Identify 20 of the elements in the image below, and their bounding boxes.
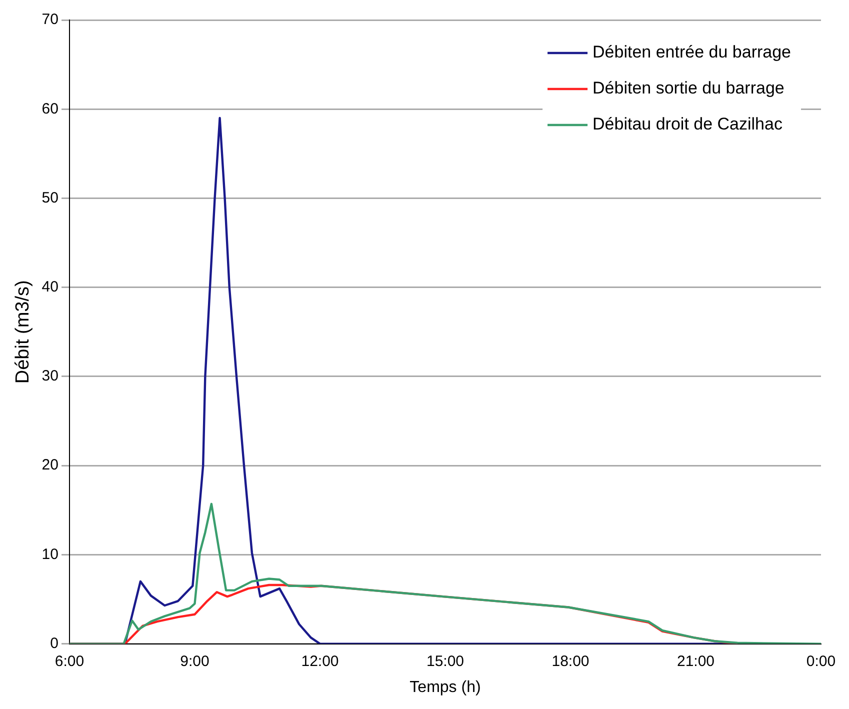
y-tick-label: 30 <box>42 368 58 385</box>
x-tick-label: 15:00 <box>426 652 464 670</box>
y-tick-label: 70 <box>42 11 58 28</box>
y-tick-label: 50 <box>42 189 58 206</box>
y-axis-title: Débit (m3/s) <box>12 280 34 384</box>
x-tick-label: 12:00 <box>301 652 339 670</box>
x-tick-label: 0:00 <box>806 652 836 670</box>
x-tick-label: 18:00 <box>552 652 590 670</box>
y-tick-label: 40 <box>42 278 58 296</box>
x-tick-label: 21:00 <box>676 652 715 670</box>
x-tick-label: 6:00 <box>54 652 84 670</box>
y-tick-label: 20 <box>42 456 58 474</box>
y-tick-label: 0 <box>50 634 58 652</box>
x-tick-label: 9:00 <box>180 652 210 670</box>
legend-label: Débiten entrée du barrage <box>592 42 792 62</box>
y-tick-label: 10 <box>42 546 58 563</box>
legend-label: Débitau droit de Cazilhac <box>592 114 783 134</box>
legend-label: Débiten sortie du barrage <box>592 78 784 98</box>
y-tick-label: 60 <box>42 100 58 118</box>
x-axis-title: Temps (h) <box>410 678 481 696</box>
